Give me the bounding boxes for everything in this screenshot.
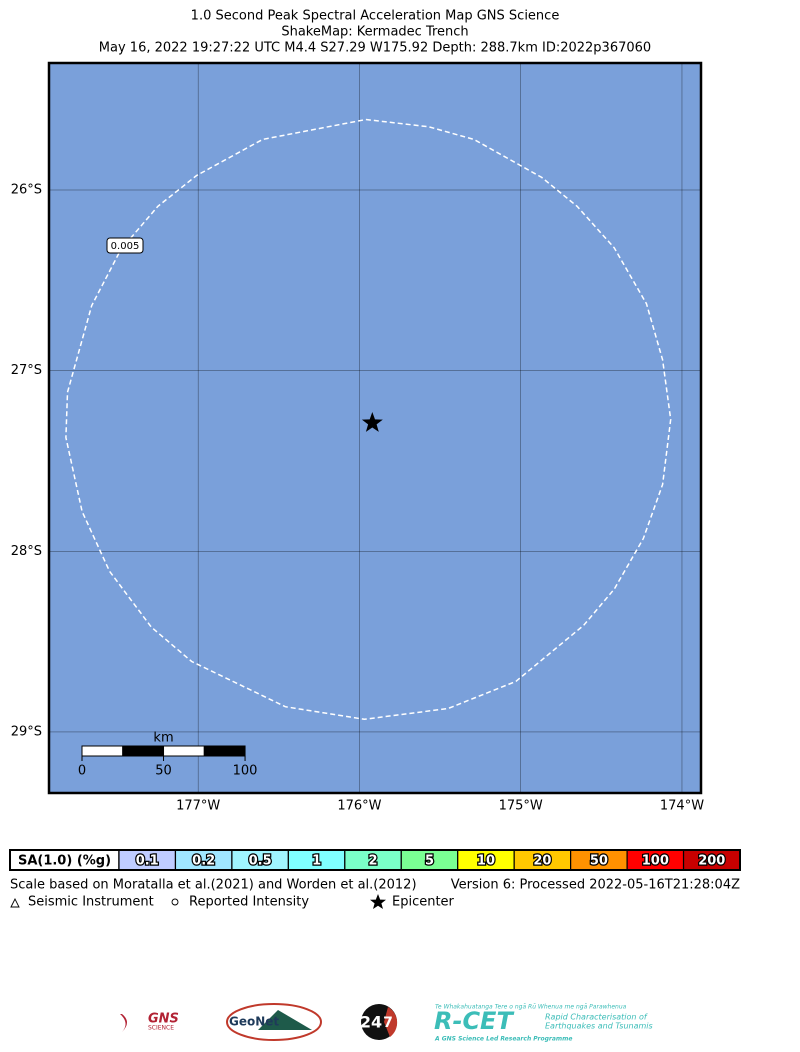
scale-segment [163, 745, 205, 757]
colorbar-value: 20 [533, 854, 551, 869]
map-frame [47, 61, 703, 795]
scale-segment [122, 745, 165, 757]
logos: GNS SCIENCE GeoNet 24 7 Te Whakahuatanga… [120, 1003, 653, 1043]
logo-text: Earthquakes and Tsunamis [545, 1022, 653, 1031]
legend-text: Seismic Instrument [28, 895, 154, 910]
lat-tick-label: 26°S [11, 182, 42, 197]
contour-label: 0.005 [111, 241, 140, 252]
epicenter [361, 412, 383, 432]
instrument-symbol [10, 897, 20, 908]
lon-tick-label: 175°W [499, 799, 543, 814]
legend-text: Epicenter [392, 895, 455, 910]
logo-text: Rapid Characterisation of [545, 1013, 648, 1022]
logo-text: GNS [148, 1012, 179, 1027]
scale-segment [203, 745, 246, 757]
scale-label: 100 [233, 764, 258, 779]
logo-text: Te Whakahuatanga Tere o ngā Rū Whenua me… [435, 1004, 627, 1011]
scale-label: 0 [78, 764, 86, 779]
scale-unit: km [153, 731, 173, 746]
lon-tick-label: 177°W [176, 799, 220, 814]
colorbar-value: 50 [590, 854, 608, 869]
lat-tick-label: 29°S [11, 724, 42, 739]
colorbar-value: 2 [369, 854, 378, 869]
logo-text: 24 [360, 1013, 382, 1032]
logo-text: 7 [383, 1015, 393, 1031]
logo-text: GeoNet [229, 1015, 279, 1029]
colorbar-value: 10 [477, 854, 495, 869]
intensity-symbol [171, 898, 179, 906]
epicenter-symbol [370, 894, 386, 909]
title-line: May 16, 2022 19:27:22 UTC M4.4 S27.29 W1… [99, 41, 651, 56]
logo-text: SCIENCE [148, 1025, 174, 1032]
colorbar-label: SA(1.0) (%g) [18, 854, 111, 869]
geonet-mountain [258, 1010, 312, 1030]
lat-tick-label: 27°S [11, 363, 42, 378]
colorbar-value: 0.1 [136, 854, 159, 869]
title-line: ShakeMap: Kermadec Trench [281, 25, 468, 40]
legend-text: Reported Intensity [189, 895, 309, 910]
title-line: 1.0 Second Peak Spectral Acceleration Ma… [191, 9, 560, 24]
scale-segment [81, 745, 124, 757]
lon-tick-label: 176°W [337, 799, 381, 814]
logo-247-accent [384, 1007, 398, 1037]
map: 177°W 176°W 175°W 174°W 26°S 27°S 28°S 29°S 0.00… [11, 61, 704, 814]
colorbar-value: 0.2 [192, 854, 215, 869]
contour-label-box [106, 237, 144, 254]
geonet-ring [226, 1003, 322, 1041]
colorbar: SA(1.0) (%g) 0.1 0.2 0.5 1 2 5 10 20 50 100 200 [9, 849, 741, 871]
logo-text: R-CET [434, 1007, 514, 1035]
colorbar-value: 5 [425, 854, 434, 869]
colorbar-frame [9, 849, 741, 871]
lon-tick-label: 174°W [660, 799, 704, 814]
logo-text: A GNS Science Led Research Programme [434, 1036, 572, 1043]
reference-text: Scale based on Moratalla et al.(2021) an… [10, 878, 417, 893]
gns-icon [120, 1014, 127, 1032]
colorbar-value: 100 [642, 854, 669, 869]
version-text: Version 6: Processed 2022-05-16T21:28:04… [451, 878, 740, 893]
colorbar-value: 0.5 [249, 854, 272, 869]
colorbar-value: 200 [698, 854, 725, 869]
lat-tick-label: 28°S [11, 544, 42, 559]
colorbar-value: 1 [312, 854, 321, 869]
scale-label: 50 [155, 764, 172, 779]
